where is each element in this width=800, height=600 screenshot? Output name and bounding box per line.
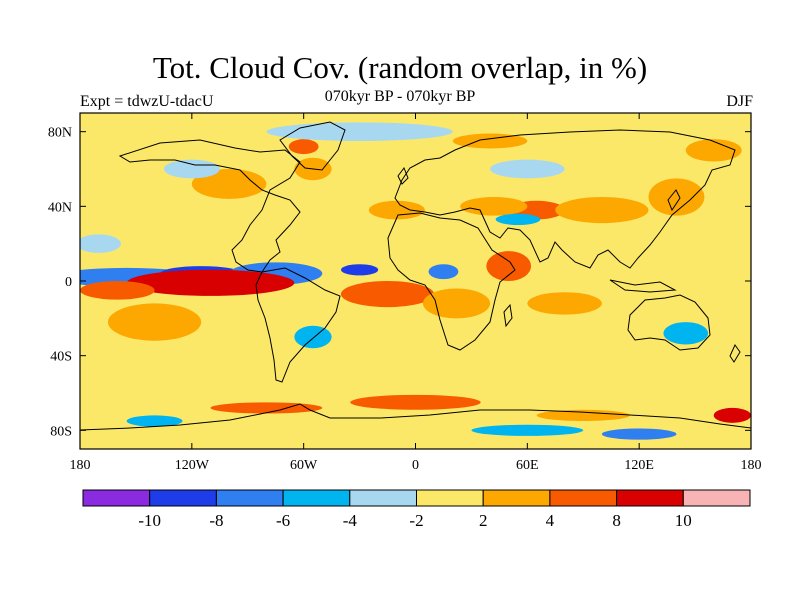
anomaly-region (266, 122, 453, 141)
anomaly-region (685, 139, 742, 162)
anomaly-region (368, 200, 425, 220)
colorbar-label: -4 (343, 511, 358, 530)
australia-coast (627, 294, 711, 351)
colorbar-label: 8 (612, 511, 621, 530)
anomaly-region (601, 428, 677, 440)
madagascar-coast (503, 303, 513, 328)
colorbar-label: 10 (675, 511, 692, 530)
anomaly-region (536, 409, 630, 421)
anomaly-region (294, 325, 332, 349)
colorbar-label: -10 (138, 511, 161, 530)
colorbar: -10 -8 -6 -4 -2 2 4 8 10 (82, 489, 751, 530)
axis-ticks: 180 120W 60W 0 60E 120E 180 80N 40N 0 40S 80S (48, 113, 762, 473)
colorbar-box (215, 489, 284, 507)
x-tick-label: 120W (175, 458, 210, 473)
south-america-coast (255, 267, 341, 383)
anomaly-region (288, 139, 319, 155)
anomaly-region (471, 424, 584, 436)
new-zealand-coast (729, 344, 741, 363)
anomaly-region (163, 159, 220, 179)
anomaly-region (527, 292, 602, 315)
colorbar-box (149, 489, 217, 507)
anomaly-region (350, 394, 481, 410)
colorbar-label: 4 (546, 511, 555, 530)
anomaly-region (107, 303, 202, 341)
x-tick-label: 0 (412, 458, 419, 473)
anomaly-region (422, 288, 491, 319)
anomaly-region (126, 269, 295, 296)
anomaly-region (452, 133, 528, 149)
anomaly-field (80, 113, 751, 449)
anomaly-region (191, 169, 267, 199)
colorbar-label: -8 (209, 511, 223, 530)
colorbar-label: -2 (409, 511, 423, 530)
anomaly-region (210, 402, 323, 414)
north-america-coast (118, 139, 301, 273)
y-tick-label: 0 (65, 275, 72, 290)
anomaly-region (648, 178, 705, 216)
anomaly-region (80, 281, 155, 300)
colorbar-box (349, 489, 417, 507)
british-isles-coast (397, 166, 409, 185)
y-tick-label: 40N (48, 200, 72, 215)
x-tick-label: 60E (516, 458, 539, 473)
colorbar-label: -6 (276, 511, 290, 530)
anomaly-region (713, 407, 751, 423)
x-tick-label: 180 (70, 458, 91, 473)
y-tick-label: 80S (50, 424, 72, 439)
africa-coast (387, 212, 516, 351)
season-label: DJF (726, 93, 753, 110)
colorbar-box (282, 489, 351, 507)
chart-title: Tot. Cloud Cov. (random overlap, in %) (152, 50, 648, 85)
coastlines (80, 121, 751, 431)
y-tick-label: 40S (50, 350, 72, 365)
japan-coast (667, 189, 681, 212)
indonesia-coast (609, 279, 677, 293)
colorbar-label: 2 (479, 511, 488, 530)
x-tick-label: 120E (624, 458, 654, 473)
colorbar-box (482, 489, 551, 507)
x-tick-label: 180 (741, 458, 762, 473)
greenland-coast (279, 121, 346, 171)
antarctica-coast (80, 403, 751, 431)
colorbar-box (616, 489, 684, 507)
x-tick-label: 60W (290, 458, 318, 473)
anomaly-region (486, 251, 532, 281)
anomaly-region (460, 197, 528, 216)
y-tick-label: 80N (48, 126, 72, 141)
colorbar-box (549, 489, 618, 507)
anomaly-region (126, 415, 183, 427)
colorbar-box (416, 489, 484, 507)
experiment-label: Expt = tdwzU-tdacU (80, 93, 214, 110)
period-label: 070kyr BP - 070kyr BP (324, 88, 476, 105)
anomaly-region (340, 264, 379, 276)
colorbar-box (682, 489, 751, 507)
anomaly-region (663, 322, 709, 345)
anomaly-region (490, 159, 565, 179)
eurasia-coast (394, 129, 736, 269)
anomaly-region (80, 234, 121, 253)
anomaly-region (495, 213, 541, 225)
anomaly-region (555, 197, 649, 224)
colorbar-box (82, 489, 151, 507)
anomaly-region (428, 264, 459, 280)
anomaly-region (340, 281, 435, 308)
